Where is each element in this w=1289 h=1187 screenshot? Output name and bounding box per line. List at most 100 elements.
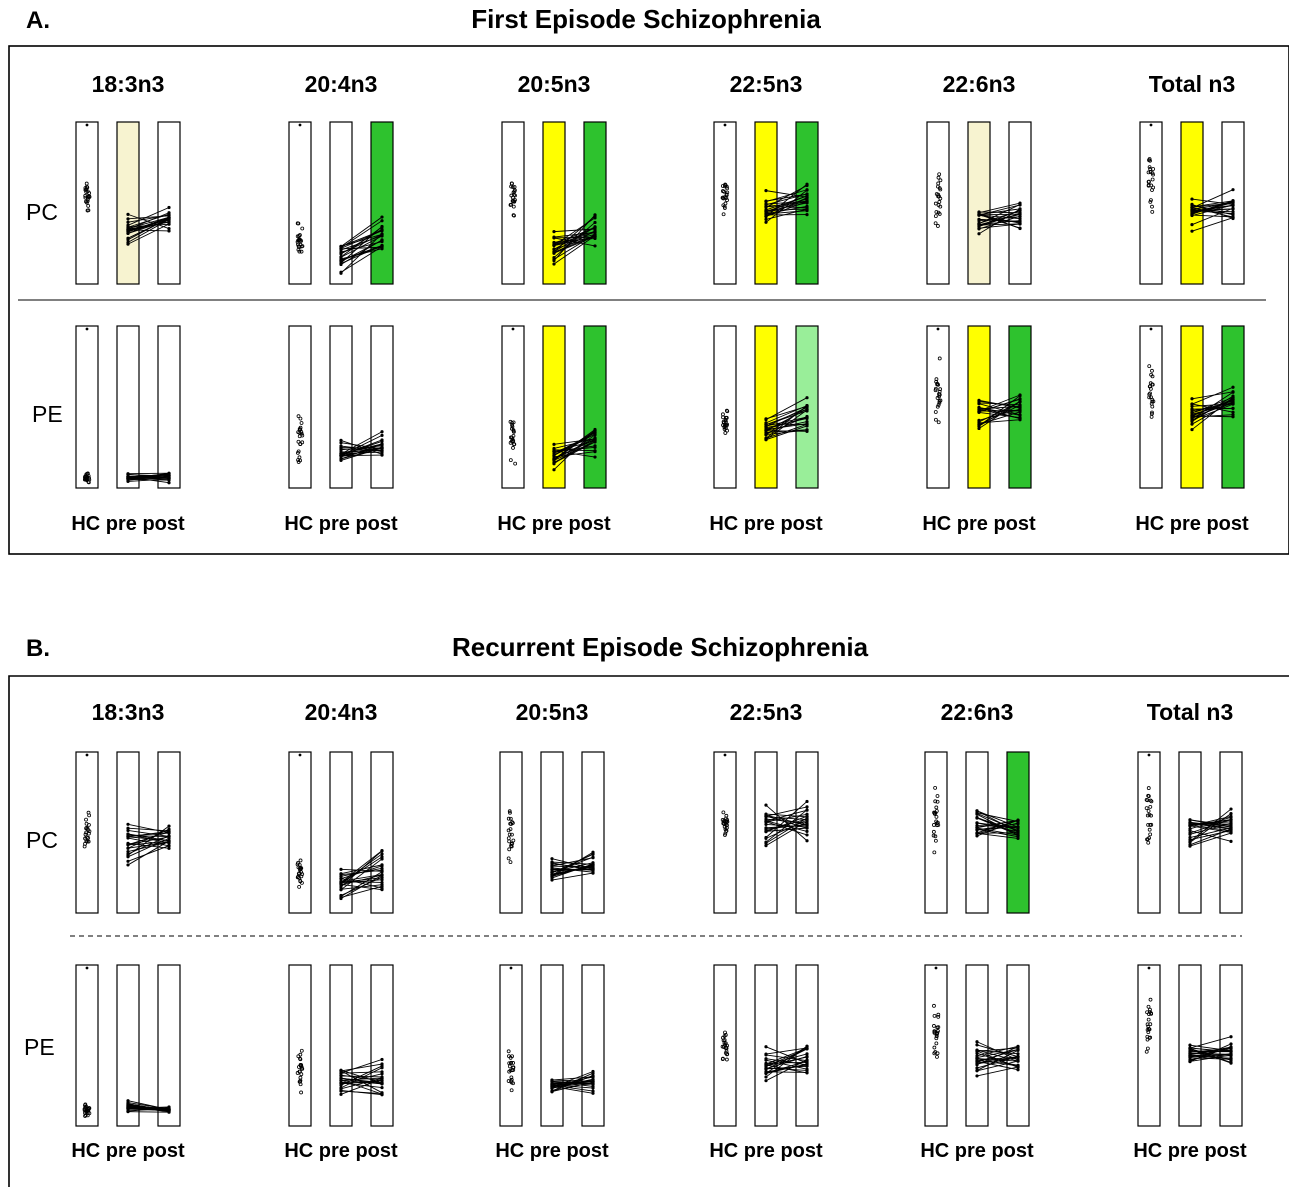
pair-line — [976, 1049, 1019, 1055]
pair-line — [1189, 830, 1232, 841]
pre-point — [977, 398, 981, 402]
hc-point — [509, 842, 514, 846]
pre-point — [126, 826, 130, 830]
pre-point — [1190, 411, 1194, 415]
box-hc — [288, 964, 312, 1127]
post-point — [1016, 1068, 1020, 1072]
pre-point — [1188, 1047, 1192, 1051]
post-point — [591, 1091, 595, 1095]
post-point — [380, 430, 384, 434]
pre-point — [126, 842, 130, 846]
pair-line — [976, 1066, 1019, 1077]
post-point — [380, 433, 384, 438]
pre-point — [550, 1079, 554, 1084]
hc-point — [1145, 1028, 1150, 1032]
hc-point — [1150, 382, 1155, 387]
post-point — [380, 1093, 384, 1097]
hc-point — [1150, 210, 1155, 214]
pair-line — [1191, 397, 1234, 414]
hc-point — [298, 858, 303, 863]
pre-point — [1190, 213, 1194, 217]
pair-line — [553, 440, 596, 463]
box-hc — [713, 751, 737, 914]
pre-point — [764, 220, 768, 224]
hc-point — [297, 455, 302, 460]
pair-line — [976, 1049, 1019, 1059]
post-point — [805, 826, 809, 830]
post-point — [380, 872, 384, 877]
hc-point — [1146, 183, 1151, 187]
post-point — [593, 230, 597, 234]
post-point — [805, 1055, 809, 1059]
post-point — [591, 1086, 595, 1090]
hc-point — [83, 195, 88, 200]
cell-pc-4 — [926, 121, 1032, 285]
hc-point — [85, 327, 89, 331]
pair-line — [765, 408, 808, 432]
pre-point — [126, 223, 130, 227]
pair-line — [340, 850, 383, 883]
pre-point — [977, 211, 981, 215]
hc-point — [934, 805, 939, 810]
hc-point — [723, 831, 728, 836]
cell-pe-4 — [926, 325, 1032, 489]
pre-point — [126, 834, 130, 838]
hc-point — [295, 240, 300, 244]
hc-point — [724, 408, 729, 413]
hc-point — [1145, 1022, 1150, 1027]
hc-point — [82, 477, 87, 482]
pre-point — [1190, 197, 1194, 201]
hc-point — [86, 480, 91, 485]
post-point — [1229, 826, 1233, 830]
post-point — [1231, 212, 1235, 216]
column-header-4: 22:6n3 — [943, 71, 1016, 97]
post-point — [593, 444, 597, 448]
pair-line — [340, 241, 383, 253]
box-post — [370, 751, 394, 914]
hc-point — [723, 1051, 728, 1055]
pair-line — [127, 833, 170, 842]
pair-line — [127, 840, 170, 866]
box-pre — [329, 325, 353, 489]
box-hc — [1137, 964, 1161, 1127]
hc-point — [933, 201, 938, 206]
hc-point — [933, 838, 938, 843]
hc-point — [935, 396, 940, 400]
hc-point — [1150, 410, 1154, 415]
box-post — [157, 121, 181, 285]
pair-line — [340, 858, 383, 891]
pair-line — [553, 228, 596, 233]
hc-point — [935, 1025, 940, 1030]
post-point — [380, 442, 384, 446]
cell-pc-3 — [713, 121, 819, 285]
pair-line — [340, 442, 383, 450]
post-point — [1229, 1061, 1233, 1065]
pre-point — [126, 1110, 130, 1114]
hc-point — [937, 399, 942, 404]
pre-point — [975, 1074, 979, 1078]
pair-line — [553, 231, 596, 238]
panel-a-frame — [8, 45, 1289, 555]
hc-point — [724, 192, 729, 197]
pair-line — [765, 821, 808, 847]
hc-point — [509, 1075, 514, 1080]
pre-point — [764, 417, 768, 421]
pre-point — [977, 426, 981, 431]
pre-point — [126, 846, 130, 850]
pair-line — [765, 397, 808, 421]
post-point — [380, 219, 384, 223]
post-point — [1018, 397, 1022, 401]
post-point — [167, 835, 171, 839]
hc-point — [1146, 840, 1151, 845]
hc-point — [509, 184, 514, 189]
pre-point — [977, 223, 981, 227]
pre-point — [339, 1087, 343, 1091]
pair-line — [127, 221, 170, 232]
post-point — [380, 228, 384, 232]
pair-line — [340, 864, 383, 875]
post-point — [591, 866, 595, 870]
hc-point — [1144, 1049, 1149, 1054]
hc-point — [1148, 832, 1153, 837]
pair-line — [765, 405, 808, 424]
hc-point — [1148, 167, 1153, 171]
